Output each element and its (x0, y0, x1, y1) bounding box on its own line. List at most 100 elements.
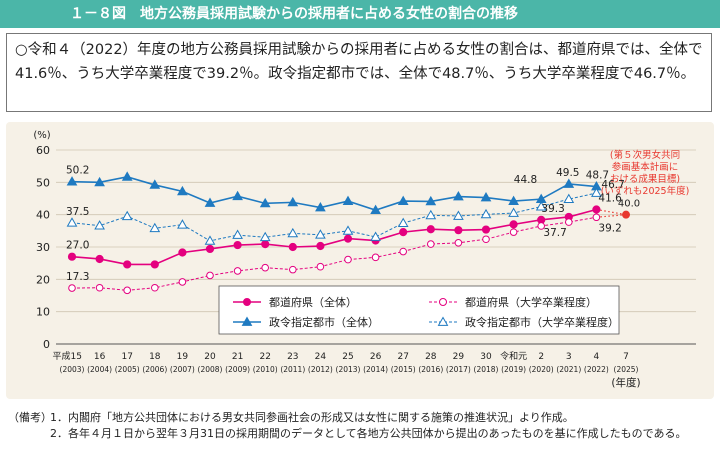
data-point (121, 171, 133, 181)
data-point (121, 210, 133, 221)
x-tick-label: 26 (370, 352, 382, 362)
series-layer (66, 171, 602, 295)
x-tick-year-label: (2011) (280, 365, 305, 374)
x-tick-year-label: (2017) (446, 365, 471, 374)
data-label: 37.7 (543, 227, 566, 239)
chart-panel: 40.0 (第５次男女共同 参画基本計画に おける成果目標) (いずれも2025年度) … (6, 122, 714, 399)
data-point (343, 234, 353, 243)
target-line (596, 208, 627, 216)
data-point (454, 238, 463, 247)
target-annotation: おける成果目標) (610, 173, 680, 185)
data-label: 48.7 (586, 170, 609, 182)
x-tick-label: 27 (397, 352, 408, 362)
y-tick-label: 0 (43, 338, 50, 351)
data-point (149, 222, 161, 233)
data-point (261, 239, 270, 249)
data-point (123, 286, 131, 295)
x-tick-year-label: (2019) (501, 365, 526, 374)
data-point (537, 222, 546, 230)
legend-marker (241, 316, 253, 326)
data-point (563, 193, 575, 204)
data-point (204, 197, 216, 207)
data-point (342, 195, 354, 205)
data-point (287, 196, 299, 207)
data-point (508, 207, 519, 217)
data-point (591, 187, 602, 197)
data-point (563, 178, 575, 188)
legend-marker (437, 316, 449, 326)
x-tick-label: 17 (121, 352, 132, 362)
data-point (95, 254, 104, 264)
data-point (316, 241, 325, 251)
data-point (232, 190, 243, 201)
data-point (288, 242, 297, 252)
data-point (261, 263, 270, 272)
data-point (232, 229, 243, 239)
data-point (66, 176, 78, 186)
data-point (316, 262, 325, 271)
data-point (399, 228, 408, 237)
data-point (178, 248, 187, 257)
legend-label: 都道府県（大学卒業程度） (465, 295, 597, 309)
x-tick-label: 24 (315, 352, 327, 362)
x-tick-year-label: (2006) (142, 365, 167, 374)
data-point (342, 225, 354, 235)
data-point (94, 176, 105, 187)
series-line (71, 176, 597, 211)
legend-label: 政令指定都市（大学卒業程度） (465, 315, 619, 329)
data-point (370, 204, 381, 215)
note-number: 2． (50, 427, 68, 440)
series-line (71, 192, 597, 242)
data-point (149, 179, 161, 189)
legend-layer: 都道府県（全体） 都道府県（大学卒業程度） 政令指定都市（全体） 政令指定都市（大学卒… (218, 285, 620, 335)
data-point (592, 213, 601, 222)
target-annotation: 参画基本計画に (612, 161, 679, 173)
x-tick-label: 18 (149, 352, 161, 362)
data-point (397, 217, 409, 227)
notes: （備考） 1． 内閣府「地方公共団体における男女共同参画社会の形成又は女性に関す… (8, 410, 714, 442)
data-label: 44.8 (514, 174, 537, 186)
data-point (204, 235, 216, 245)
x-tick-year-label: (2012) (308, 365, 333, 374)
note-row-2: 2． 各年４月１日から翌年３月31日の採用期間のデータとして各地方公共団体から提… (8, 426, 714, 442)
data-point (66, 217, 78, 227)
x-tick-label: 21 (232, 352, 243, 362)
legend-label: 政令指定都市（全体） (269, 315, 379, 329)
data-point (535, 201, 547, 211)
data-point (426, 225, 435, 234)
legend-label: 都道府県（全体） (269, 295, 357, 309)
x-tick-year-label: (2003) (60, 365, 85, 374)
line-chart: 40.0(第５次男女共同参画基本計画における成果目標)(いずれも2025年度) … (33, 130, 696, 389)
data-point (259, 231, 271, 242)
data-point (233, 240, 242, 250)
note-text: 内閣府「地方公共団体における男女共同参画社会の形成又は女性に関する施策の推進状況… (68, 411, 574, 424)
x-tick-year-label: (2007) (170, 365, 195, 374)
x-tick-label: 30 (480, 352, 492, 362)
x-tick-year-label: (2013) (336, 365, 361, 374)
data-point (509, 220, 518, 229)
x-tick-label: 平成15 (53, 350, 82, 362)
label-layer: 27.0 17.3 50.2 37.5 39.3 37.7 41.6 39.2 44.8 49.5… (66, 165, 625, 283)
y-tick-label: 40 (36, 209, 50, 222)
x-tick-year-label: (2014) (363, 365, 388, 374)
data-label: 27.0 (66, 240, 89, 252)
x-tick-year-label: (2020) (529, 365, 554, 374)
y-tick-label: 60 (36, 144, 50, 157)
data-point (95, 283, 104, 292)
data-point (482, 235, 490, 244)
legend-marker (439, 298, 447, 306)
x-tick-label: 4 (594, 352, 600, 362)
target-line (596, 214, 627, 218)
data-point (259, 197, 271, 208)
y-tick-label: 50 (36, 176, 50, 189)
x-axis-unit: (年度) (611, 376, 640, 389)
data-point (178, 278, 187, 286)
y-tick-label: 30 (36, 241, 50, 254)
target-value-label: 40.0 (618, 199, 640, 210)
data-point (344, 255, 352, 264)
data-label: 17.3 (66, 271, 89, 283)
series-line (71, 216, 597, 291)
figure-title: １－８図 地方公務員採用試験からの採用者に占める女性の割合の推移 (0, 0, 720, 28)
data-point (399, 247, 408, 256)
